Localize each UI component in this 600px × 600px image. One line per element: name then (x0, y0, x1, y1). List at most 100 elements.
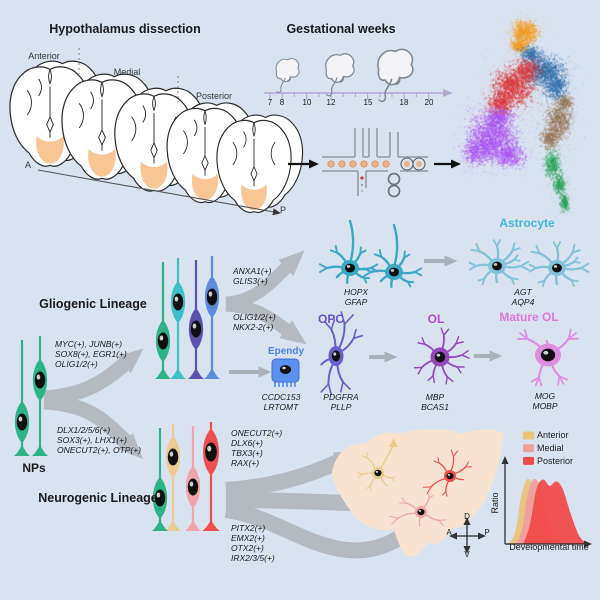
cell-illustrations (14, 219, 590, 531)
cell-nucleus (552, 263, 562, 273)
gliogenic-progenitor (170, 258, 186, 379)
brain-neurons (356, 438, 472, 527)
cell-nucleus (446, 472, 454, 480)
np-cell (32, 336, 48, 456)
ol-cell (413, 327, 470, 385)
ratio-chart-axes (501, 456, 592, 548)
gliogenic-progenitor (155, 262, 171, 379)
legend-label-medial: Medial (537, 443, 564, 453)
microfluidic-device (322, 128, 428, 198)
embryo-brain-icons (275, 48, 414, 103)
cell-nucleus (157, 332, 169, 350)
arrow-np-to-neurogenic (43, 394, 144, 460)
opc-branch-gene-1: NKX2-2(+) (233, 322, 274, 332)
week-tick-12: 12 (326, 98, 336, 107)
aqp4-marker: AQP4 (511, 297, 535, 307)
umap-plot (452, 2, 600, 227)
cell-nucleus (34, 371, 46, 389)
opc-label: OPC (317, 312, 345, 326)
anterior-posterior-arrow (37, 169, 281, 216)
np-cell (14, 340, 30, 456)
neurogenic-lineage-title: Neurogenic Lineage (38, 491, 158, 505)
week-tick-18: 18 (399, 98, 409, 107)
dissection-title: Hypothalamus dissection (49, 22, 201, 36)
cell-nucleus (331, 350, 341, 362)
embryo-brain-icon (377, 48, 414, 103)
cell-nucleus (190, 320, 202, 338)
cells-in-channel (327, 160, 390, 168)
neuro-top-gene-3: RAX(+) (231, 458, 260, 468)
devtime-axis-label: Developmental time (509, 542, 589, 552)
mature-ol-cell (517, 328, 579, 387)
cell-nucleus (205, 442, 217, 462)
immature-astrocyte (362, 223, 423, 288)
neuro-top-gene-1: DLX6(+) (231, 438, 263, 448)
axis-label-a: A (24, 160, 32, 170)
cell-nucleus (540, 348, 556, 362)
neuro-top-gene-2: TBX3(+) (231, 448, 263, 458)
week-tick-10: 10 (302, 98, 312, 107)
cell-nucleus (172, 293, 184, 311)
mog-marker: MOG (534, 391, 556, 401)
neurogenic-progenitor (202, 422, 220, 531)
droplets-with-cells (400, 157, 426, 171)
cell-nucleus (417, 508, 425, 516)
neurogenic-gene-2: ONECUT2(+), OTP(+) (57, 445, 142, 455)
mature-astrocyte (468, 239, 530, 286)
week-tick-7: 7 (267, 98, 273, 107)
astrocyte-label: Astrocyte (499, 216, 555, 230)
ependy-label: Ependy (267, 346, 305, 357)
region-separators (78, 48, 179, 102)
compass-a: A (446, 528, 452, 537)
compass-v: V (464, 550, 470, 559)
mobp-marker: MOBP (532, 401, 558, 411)
bcas1-marker: BCAS1 (421, 402, 449, 412)
embryo-brain-icon (325, 53, 355, 97)
cell-nucleus (206, 288, 218, 306)
cell-nucleus (345, 263, 355, 273)
legend-label-anterior: Anterior (537, 430, 569, 440)
neuro-bottom-gene-2: OTX2(+) (231, 543, 264, 553)
brain-neuron (388, 492, 447, 527)
region-label-medial: Medial (113, 67, 141, 77)
cell-nucleus (167, 448, 179, 466)
week-tick-20: 20 (424, 98, 434, 107)
ratio-chart-curves (508, 478, 587, 544)
gliogenic-progenitor (188, 260, 204, 379)
lrtomt-marker: LRTOMT (263, 402, 299, 412)
orientation-compass (449, 517, 486, 554)
gfap-marker: GFAP (344, 297, 368, 307)
brain-slice (216, 114, 304, 213)
neurogenic-progenitor (185, 426, 201, 531)
nps-label: NPs (22, 461, 46, 475)
legend-swatch-posterior (523, 456, 534, 465)
region-label-anterior: Anterior (28, 51, 60, 61)
neuro-bottom-gene-1: EMX2(+) (231, 533, 265, 543)
pdgfra-marker: PDGFRA (323, 392, 359, 402)
gliogenic-gene-1: SOX8(+), EGR1(+) (55, 349, 127, 359)
brain-neuron (422, 449, 472, 497)
arrow-ip-to-opc (225, 298, 307, 345)
legend-label-posterior: Posterior (537, 456, 574, 466)
gliogenic-lineage-title: Gliogenic Lineage (39, 297, 147, 311)
week-tick-15: 15 (363, 98, 373, 107)
hypothalamus-sagittal-region (332, 429, 504, 557)
compass-p: P (484, 528, 490, 537)
cell-nucleus (492, 261, 502, 271)
immature-astrocyte (318, 219, 379, 284)
cell-nucleus (16, 413, 28, 431)
cell-nucleus (187, 478, 199, 496)
pllp-marker: PLLP (330, 402, 352, 412)
gliogenic-gene-0: MYC(+), JUNB(+) (55, 339, 123, 349)
coronal-brain-slices (9, 60, 304, 213)
cell-nucleus (374, 469, 382, 477)
mature-astrocyte (528, 241, 590, 288)
week-tick-8: 8 (279, 98, 285, 107)
neurogenic-gene-0: DLX1/2/5/6(+) (57, 425, 111, 435)
legend-swatch-anterior (523, 431, 534, 440)
neurogenic-progenitor (152, 428, 168, 531)
gestational-title: Gestational weeks (286, 22, 396, 36)
compass-d: D (464, 512, 470, 521)
